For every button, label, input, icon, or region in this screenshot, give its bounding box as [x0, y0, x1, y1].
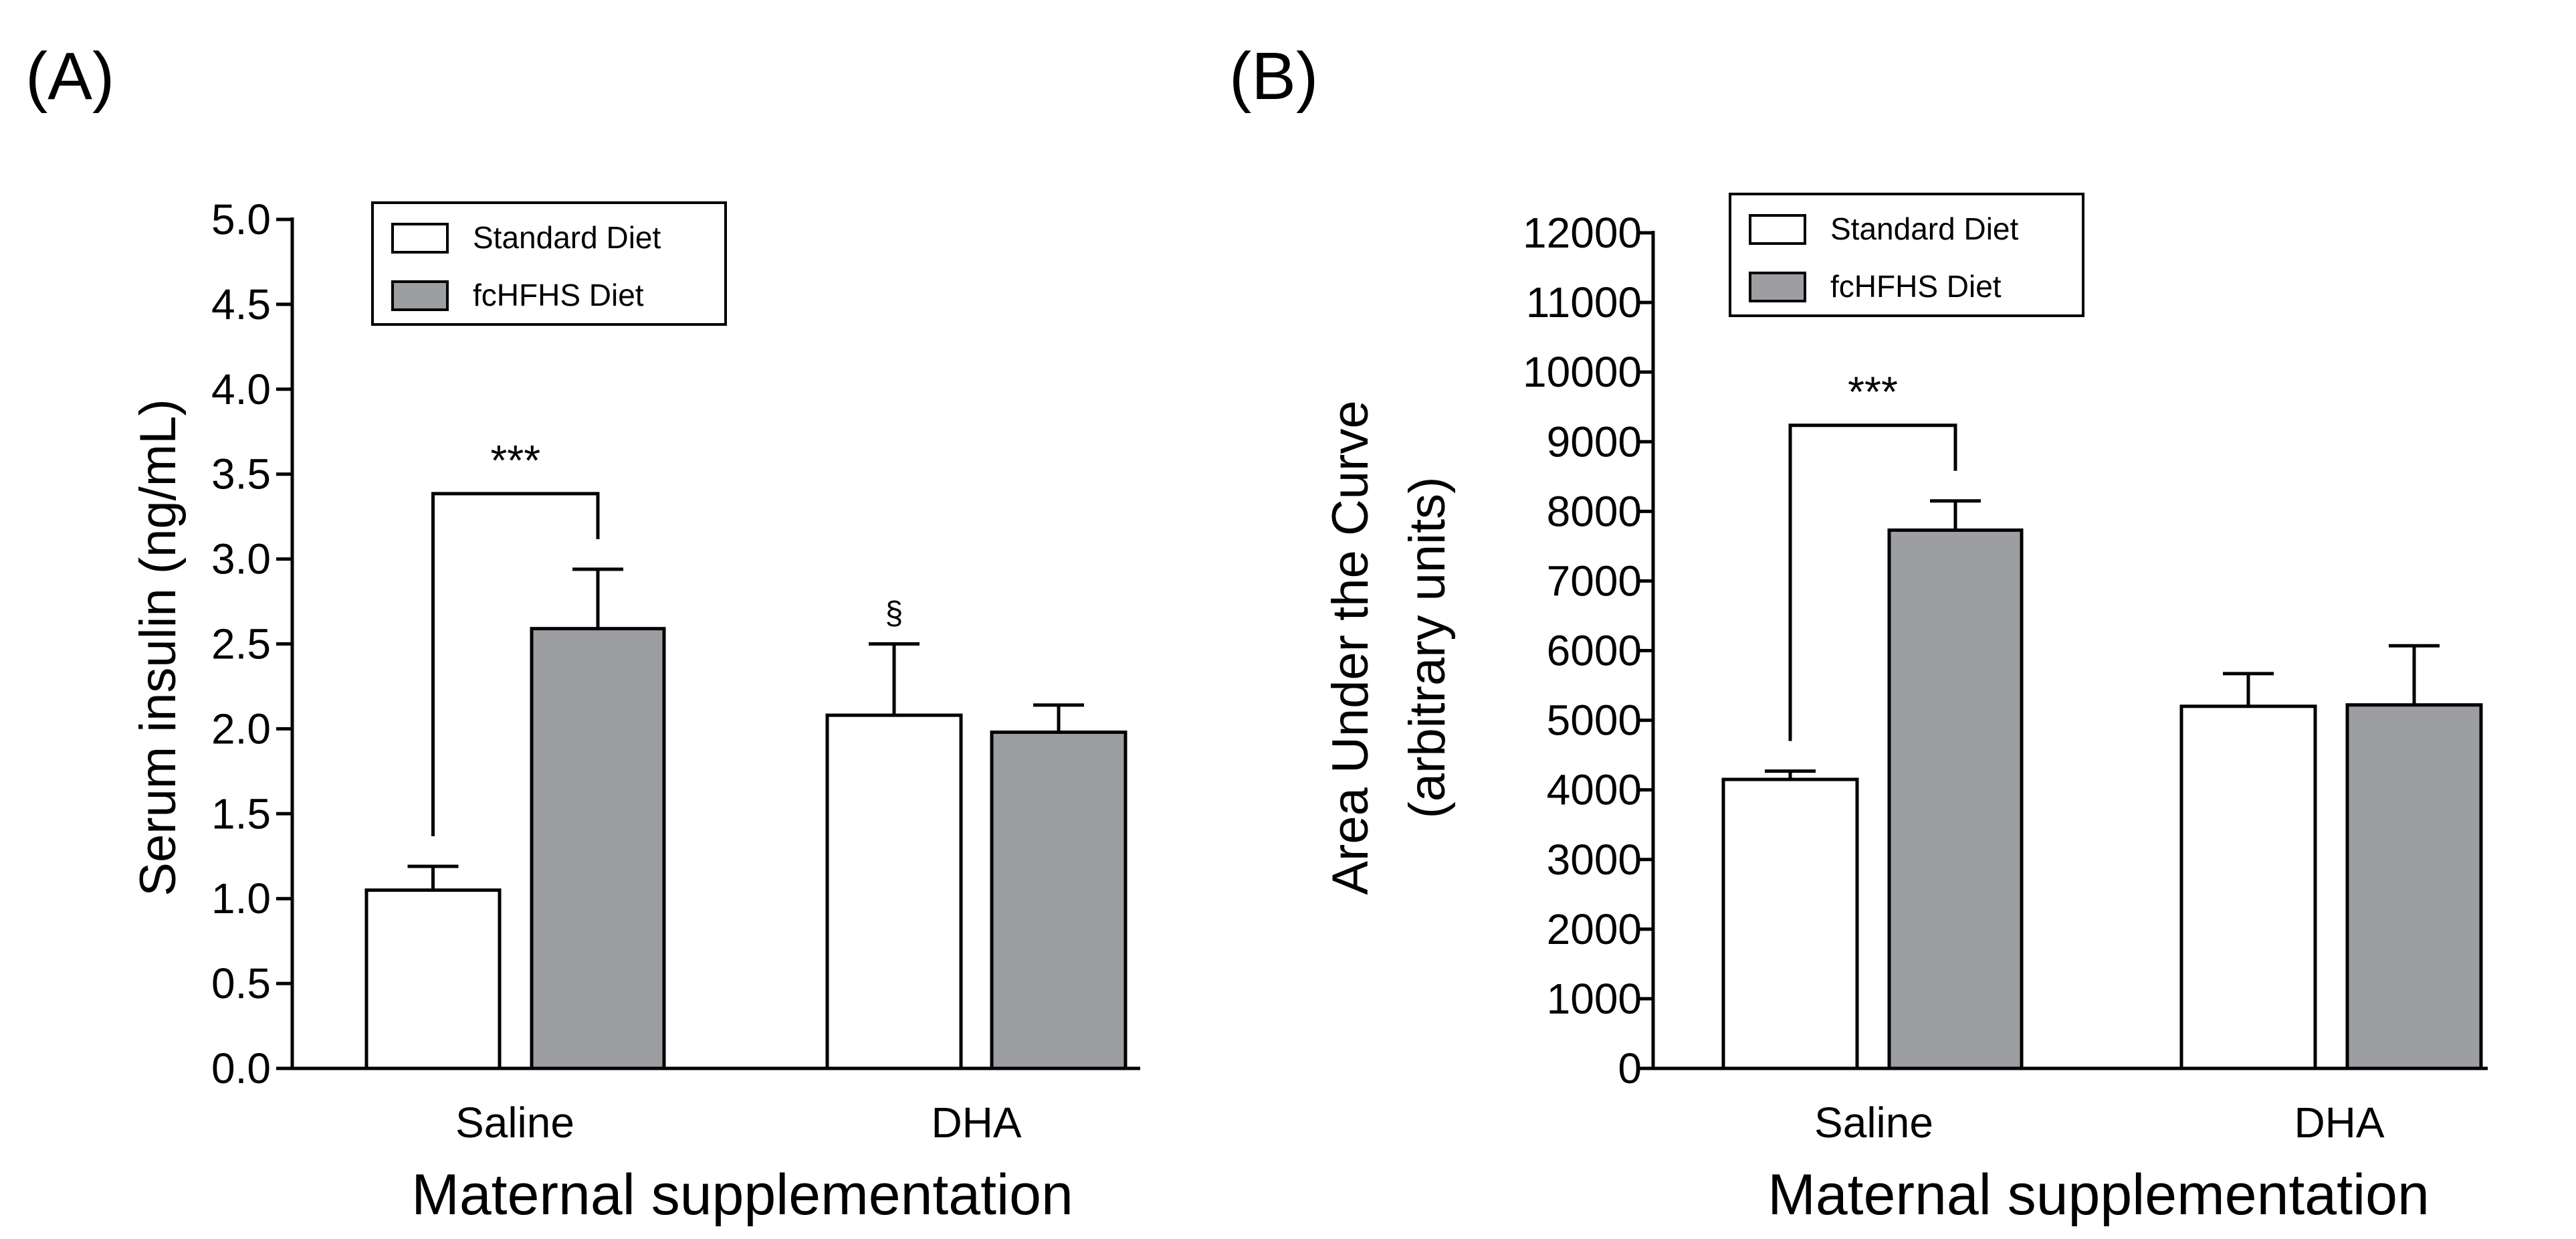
y-tick-label: 8000 — [1547, 487, 1642, 535]
y-axis-title: Area Under the Curve — [1322, 400, 1379, 894]
y-tick-label: 1.5 — [211, 789, 271, 838]
y-tick-label: 11000 — [1526, 278, 1642, 326]
chart-panel-b: (B) 0 1000 2000 3000 4000 5000 6000 7000 8000 9000… — [1229, 39, 2488, 1227]
legend-swatch — [391, 280, 449, 311]
legend: Standard Diet fcHFHS Diet — [1729, 193, 2084, 317]
y-tick-label: 5000 — [1547, 696, 1642, 745]
legend-swatch — [1749, 272, 1806, 302]
bar-fchfhs-diet-saline — [1887, 528, 2024, 1070]
legend-label: Standard Diet — [1830, 211, 2018, 246]
bar-standard-diet-saline — [364, 888, 502, 1070]
x-axis-title: Maternal supplementation — [411, 1163, 1073, 1227]
y-tick-label: 1.0 — [211, 874, 271, 923]
panel-label: (B) — [1229, 39, 1318, 114]
y-tick-label: 9000 — [1547, 417, 1642, 466]
bar-fchfhs-diet-dha — [2345, 703, 2483, 1070]
y-tick-label: 3.5 — [211, 450, 271, 498]
y-tick-label: 4.0 — [211, 365, 271, 413]
y-tick-label: 2000 — [1547, 905, 1642, 953]
significance-bracket — [1788, 423, 1957, 741]
chart-panel-a: (A) 0.0 0.5 1.0 1.5 2.0 2.5 3.0 3.5 4.0 4.5 5.0 Sali… — [25, 39, 1140, 1227]
bar-fchfhs-diet-saline — [530, 627, 666, 1070]
legend-swatch — [391, 223, 449, 254]
x-category-label: DHA — [931, 1099, 1021, 1147]
y-tick-label: 6000 — [1547, 627, 1642, 675]
legend-label: Standard Diet — [473, 220, 661, 255]
legend-swatch — [1749, 214, 1806, 245]
legend-label: fcHFHS Diet — [1830, 269, 2002, 304]
y-tick-label: 12000 — [1523, 209, 1642, 257]
significance-label: *** — [490, 436, 540, 484]
y-tick-label: 3.0 — [211, 535, 271, 583]
y-tick-label: 7000 — [1547, 557, 1642, 605]
x-category-label: Saline — [1814, 1099, 1933, 1147]
y-tick-label: 5.0 — [211, 195, 271, 244]
y-tick-label: 0.0 — [211, 1044, 271, 1092]
y-tick-label: 2.0 — [211, 704, 271, 753]
significance-label: *** — [1848, 368, 1898, 416]
bar-standard-diet-dha — [2179, 704, 2317, 1070]
bar-standard-diet-saline — [1721, 777, 1859, 1070]
y-tick-label: 4000 — [1547, 766, 1642, 814]
y-tick-label: 0 — [1618, 1044, 1642, 1092]
y-tick-label: 1000 — [1547, 975, 1642, 1023]
bar-standard-diet-dha — [825, 713, 963, 1070]
bar-fchfhs-diet-dha — [990, 730, 1128, 1070]
significance-symbol: § — [885, 596, 903, 632]
y-tick-label: 2.5 — [211, 620, 271, 668]
y-tick-label: 0.5 — [211, 959, 271, 1008]
x-category-label: DHA — [2294, 1099, 2384, 1147]
x-category-label: Saline — [455, 1099, 574, 1147]
y-tick-label: 3000 — [1547, 836, 1642, 884]
significance-bracket — [431, 492, 600, 836]
legend-label: fcHFHS Diet — [473, 278, 644, 312]
y-tick-label: 10000 — [1523, 348, 1642, 396]
legend: Standard Diet fcHFHS Diet — [371, 201, 727, 326]
x-axis-title: Maternal supplementation — [1767, 1163, 2430, 1227]
panel-label: (A) — [25, 39, 114, 114]
y-tick-label: 4.5 — [211, 280, 271, 328]
y-axis-title: Serum insulin (ng/mL) — [130, 399, 187, 896]
y-axis-subtitle: (arbitrary units) — [1399, 477, 1456, 819]
